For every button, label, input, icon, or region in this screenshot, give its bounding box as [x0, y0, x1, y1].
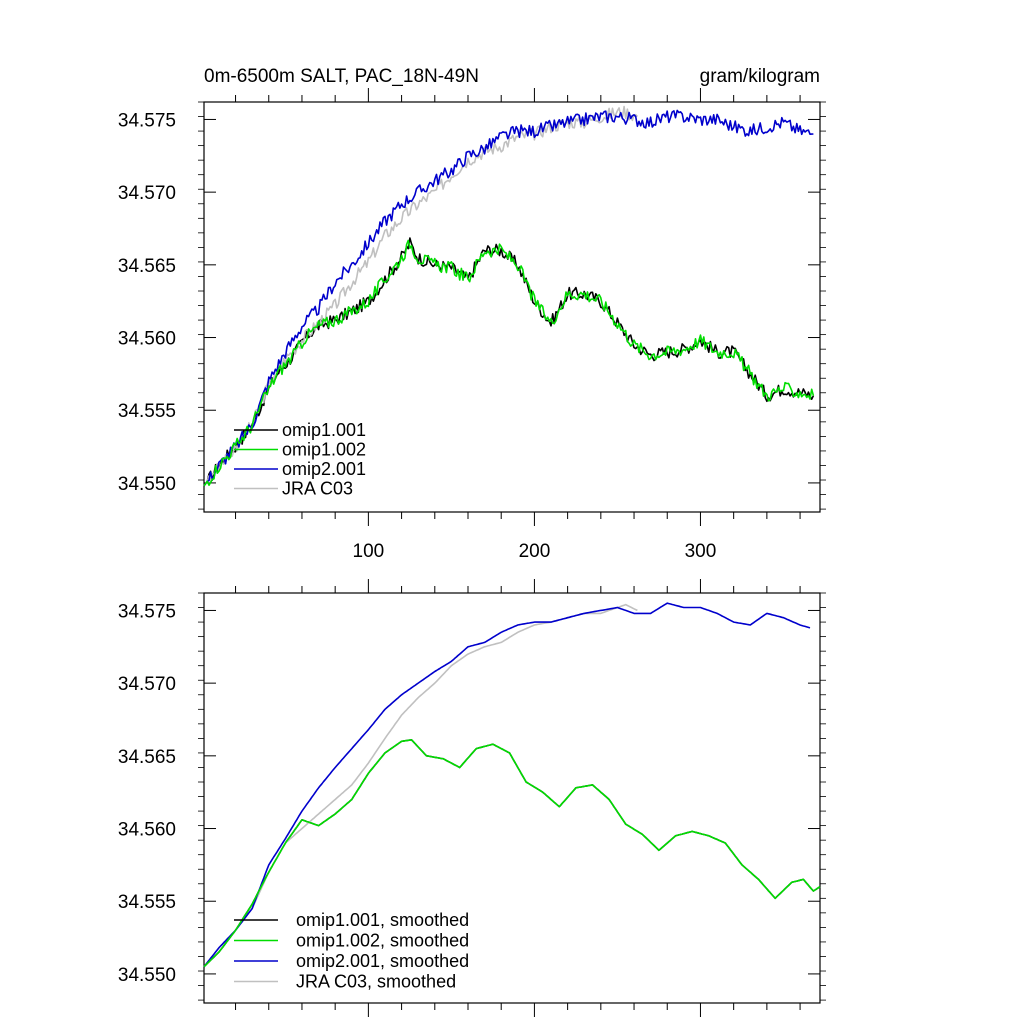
series-line-2	[203, 602, 811, 968]
y-tick-label: 34.570	[118, 674, 176, 695]
chart-units: gram/kilogram	[700, 66, 820, 87]
x-tick-label: 100	[353, 541, 385, 562]
legend-label: omip2.001	[282, 459, 366, 479]
legend-label: omip1.001, smoothed	[296, 910, 469, 930]
x-tick-label: 200	[519, 541, 551, 562]
y-tick-label: 34.570	[118, 183, 176, 204]
y-tick-label: 34.555	[118, 401, 176, 422]
y-tick-label: 34.565	[118, 256, 176, 277]
legend-label: JRA C03, smoothed	[296, 972, 456, 992]
series-line-1	[203, 739, 821, 968]
y-tick-label: 34.555	[118, 892, 176, 913]
legend-label: omip1.002, smoothed	[296, 931, 469, 951]
series-line-2	[203, 109, 814, 487]
plot-frame	[203, 101, 821, 513]
series-line-1	[203, 239, 815, 487]
legend-label: omip1.001	[282, 420, 366, 440]
y-tick-label: 34.560	[118, 329, 176, 350]
legend-label: JRA C03	[282, 479, 353, 499]
x-tick-label: 300	[685, 541, 717, 562]
legend-label: omip2.001, smoothed	[296, 951, 469, 971]
y-tick-label: 34.565	[118, 747, 176, 768]
y-tick-label: 34.550	[118, 965, 176, 986]
chart-title: 0m-6500m SALT, PAC_18N-49N	[204, 66, 479, 87]
bottom-panel: 34.550 34.555 34.560 34.565 34.570 34.575 omip…	[118, 579, 826, 1017]
y-tick-label: 34.560	[118, 820, 176, 841]
y-tick-label: 34.575	[118, 601, 176, 622]
legend-label: omip1.002	[282, 440, 366, 460]
y-tick-label: 34.550	[118, 474, 176, 495]
top-panel: 34.550 34.555 34.560 34.565 34.570 34.575 100 2…	[118, 88, 826, 562]
y-tick-label: 34.575	[118, 110, 176, 131]
plot-frame	[203, 592, 821, 1004]
